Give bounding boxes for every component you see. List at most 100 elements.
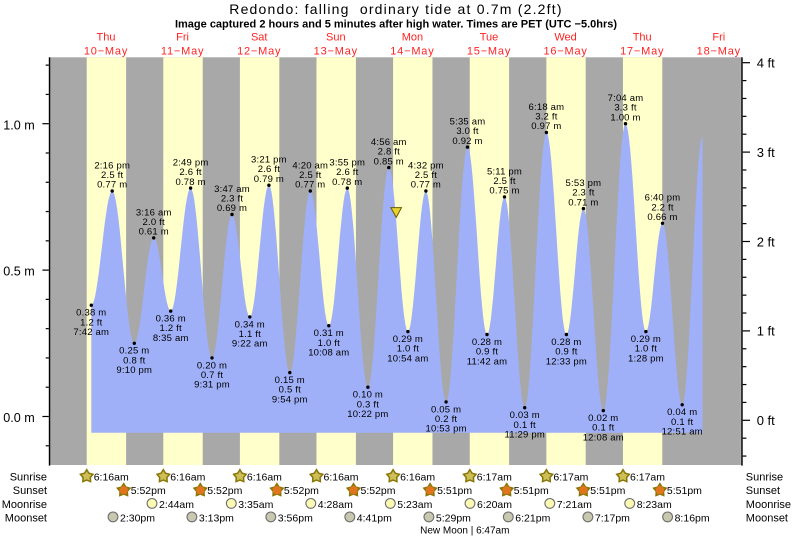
svg-text:10:08 am: 10:08 am [308,348,349,359]
svg-text:5:51pm: 5:51pm [667,485,702,497]
svg-text:2:44am: 2:44am [159,499,194,511]
svg-text:0.9 ft: 0.9 ft [476,347,498,358]
svg-text:0.7 ft: 0.7 ft [201,370,223,381]
svg-text:0.1 ft: 0.1 ft [671,417,693,428]
svg-text:0.97 m: 0.97 m [531,121,561,132]
svg-text:12−May: 12−May [237,45,281,57]
svg-text:0.29 m: 0.29 m [393,334,423,345]
svg-text:5:52pm: 5:52pm [361,485,396,497]
svg-text:0.20 m: 0.20 m [197,360,227,371]
svg-text:0.05 m: 0.05 m [431,404,461,415]
svg-text:2.3 ft: 2.3 ft [572,188,594,199]
svg-text:1.0 m: 1.0 m [3,118,35,132]
svg-text:17−May: 17−May [620,45,664,57]
svg-text:11:42 am: 11:42 am [467,356,508,367]
svg-text:Thu: Thu [97,32,116,44]
svg-text:3.3 ft: 3.3 ft [614,103,636,114]
svg-text:0.15 m: 0.15 m [275,375,305,386]
svg-text:1.2 ft: 1.2 ft [160,323,182,334]
svg-text:14−May: 14−May [390,45,434,57]
svg-text:1.0 ft: 1.0 ft [397,344,419,355]
svg-text:Fri: Fri [176,32,189,44]
svg-text:New Moon | 6:47am: New Moon | 6:47am [420,526,509,537]
svg-text:10:53 pm: 10:53 pm [425,424,466,435]
svg-text:Fri: Fri [712,32,725,44]
svg-text:4:41pm: 4:41pm [357,513,392,525]
svg-text:Sat: Sat [251,32,268,44]
svg-text:2 ft: 2 ft [757,234,775,249]
svg-text:0.1 ft: 0.1 ft [592,423,614,434]
svg-text:7:42 am: 7:42 am [73,327,109,338]
svg-text:2.5 ft: 2.5 ft [493,176,515,187]
svg-text:8:35 am: 8:35 am [153,333,189,344]
svg-text:0.38 m: 0.38 m [76,308,106,319]
svg-text:0.78 m: 0.78 m [332,177,362,188]
svg-text:2.8 ft: 2.8 ft [378,147,400,158]
svg-text:0.8 ft: 0.8 ft [123,355,145,366]
svg-text:2:30pm: 2:30pm [120,513,155,525]
svg-text:9:10 pm: 9:10 pm [116,365,152,376]
svg-text:6:16am: 6:16am [247,471,282,483]
svg-text:0.2 ft: 0.2 ft [435,414,457,425]
svg-text:0.78 m: 0.78 m [175,177,205,188]
svg-text:0.61 m: 0.61 m [139,227,169,238]
svg-text:11:29 pm: 11:29 pm [504,430,545,441]
svg-text:0.10 m: 0.10 m [353,390,383,401]
svg-text:Image captured 2 hours and 5 m: Image captured 2 hours and 5 minutes aft… [175,19,617,31]
svg-text:10:22 pm: 10:22 pm [347,409,388,420]
svg-text:2.3 ft: 2.3 ft [221,194,243,205]
svg-text:5:11 pm: 5:11 pm [487,166,522,177]
svg-text:5:52pm: 5:52pm [284,485,319,497]
svg-text:0.02 m: 0.02 m [588,413,618,424]
svg-text:Sunset: Sunset [746,485,780,497]
svg-text:0.75 m: 0.75 m [489,186,519,197]
svg-text:5:53 pm: 5:53 pm [566,178,602,189]
svg-text:8:16pm: 8:16pm [675,513,710,525]
svg-text:12:51 am: 12:51 am [662,427,703,438]
svg-text:1.2 ft: 1.2 ft [80,317,102,328]
svg-text:1.1 ft: 1.1 ft [239,329,261,340]
svg-text:Sun: Sun [326,32,346,44]
svg-text:0.03 m: 0.03 m [510,410,540,421]
svg-text:6:17am: 6:17am [553,471,588,483]
svg-text:0.79 m: 0.79 m [254,174,284,185]
svg-text:6:16am: 6:16am [400,471,435,483]
svg-text:3.2 ft: 3.2 ft [535,112,557,123]
svg-text:9:22 am: 9:22 am [232,339,268,350]
svg-text:0.28 m: 0.28 m [472,337,502,348]
svg-text:8:23am: 8:23am [637,499,672,511]
svg-text:1 ft: 1 ft [757,324,775,339]
svg-text:3.0 ft: 3.0 ft [456,126,478,137]
svg-text:2.6 ft: 2.6 ft [258,164,280,175]
svg-text:0.5 m: 0.5 m [3,265,35,279]
svg-text:6:16am: 6:16am [170,471,205,483]
svg-text:7:17pm: 7:17pm [595,513,630,525]
svg-text:0.28 m: 0.28 m [551,337,581,348]
svg-text:3:16 am: 3:16 am [136,207,172,218]
svg-text:0 ft: 0 ft [757,413,775,428]
svg-text:Moonrise: Moonrise [2,499,47,511]
svg-text:10−May: 10−May [84,45,128,57]
svg-text:5:29pm: 5:29pm [436,513,471,525]
svg-text:6:20am: 6:20am [477,499,512,511]
svg-text:3:35am: 3:35am [238,499,273,511]
svg-text:15−May: 15−May [467,45,511,57]
svg-text:2.2 ft: 2.2 ft [651,202,673,213]
svg-text:12:33 pm: 12:33 pm [546,356,587,367]
svg-text:0.31 m: 0.31 m [314,328,344,339]
svg-text:5:35 am: 5:35 am [450,117,486,128]
svg-text:2.6 ft: 2.6 ft [336,167,358,178]
svg-text:0.3 ft: 0.3 ft [357,399,379,410]
svg-text:4 ft: 4 ft [757,56,775,71]
svg-text:Mon: Mon [402,32,423,44]
svg-text:7:04 am: 7:04 am [608,93,644,104]
svg-text:2.0 ft: 2.0 ft [143,217,165,228]
svg-text:Wed: Wed [554,32,576,44]
svg-text:1.0 ft: 1.0 ft [635,344,657,355]
svg-text:9:31 pm: 9:31 pm [194,380,230,391]
svg-text:0.92 m: 0.92 m [452,136,482,147]
svg-text:4:20 am: 4:20 am [292,160,328,171]
svg-text:12:08 am: 12:08 am [583,432,624,443]
svg-text:5:51pm: 5:51pm [590,485,625,497]
svg-text:2:49 pm: 2:49 pm [173,158,209,169]
